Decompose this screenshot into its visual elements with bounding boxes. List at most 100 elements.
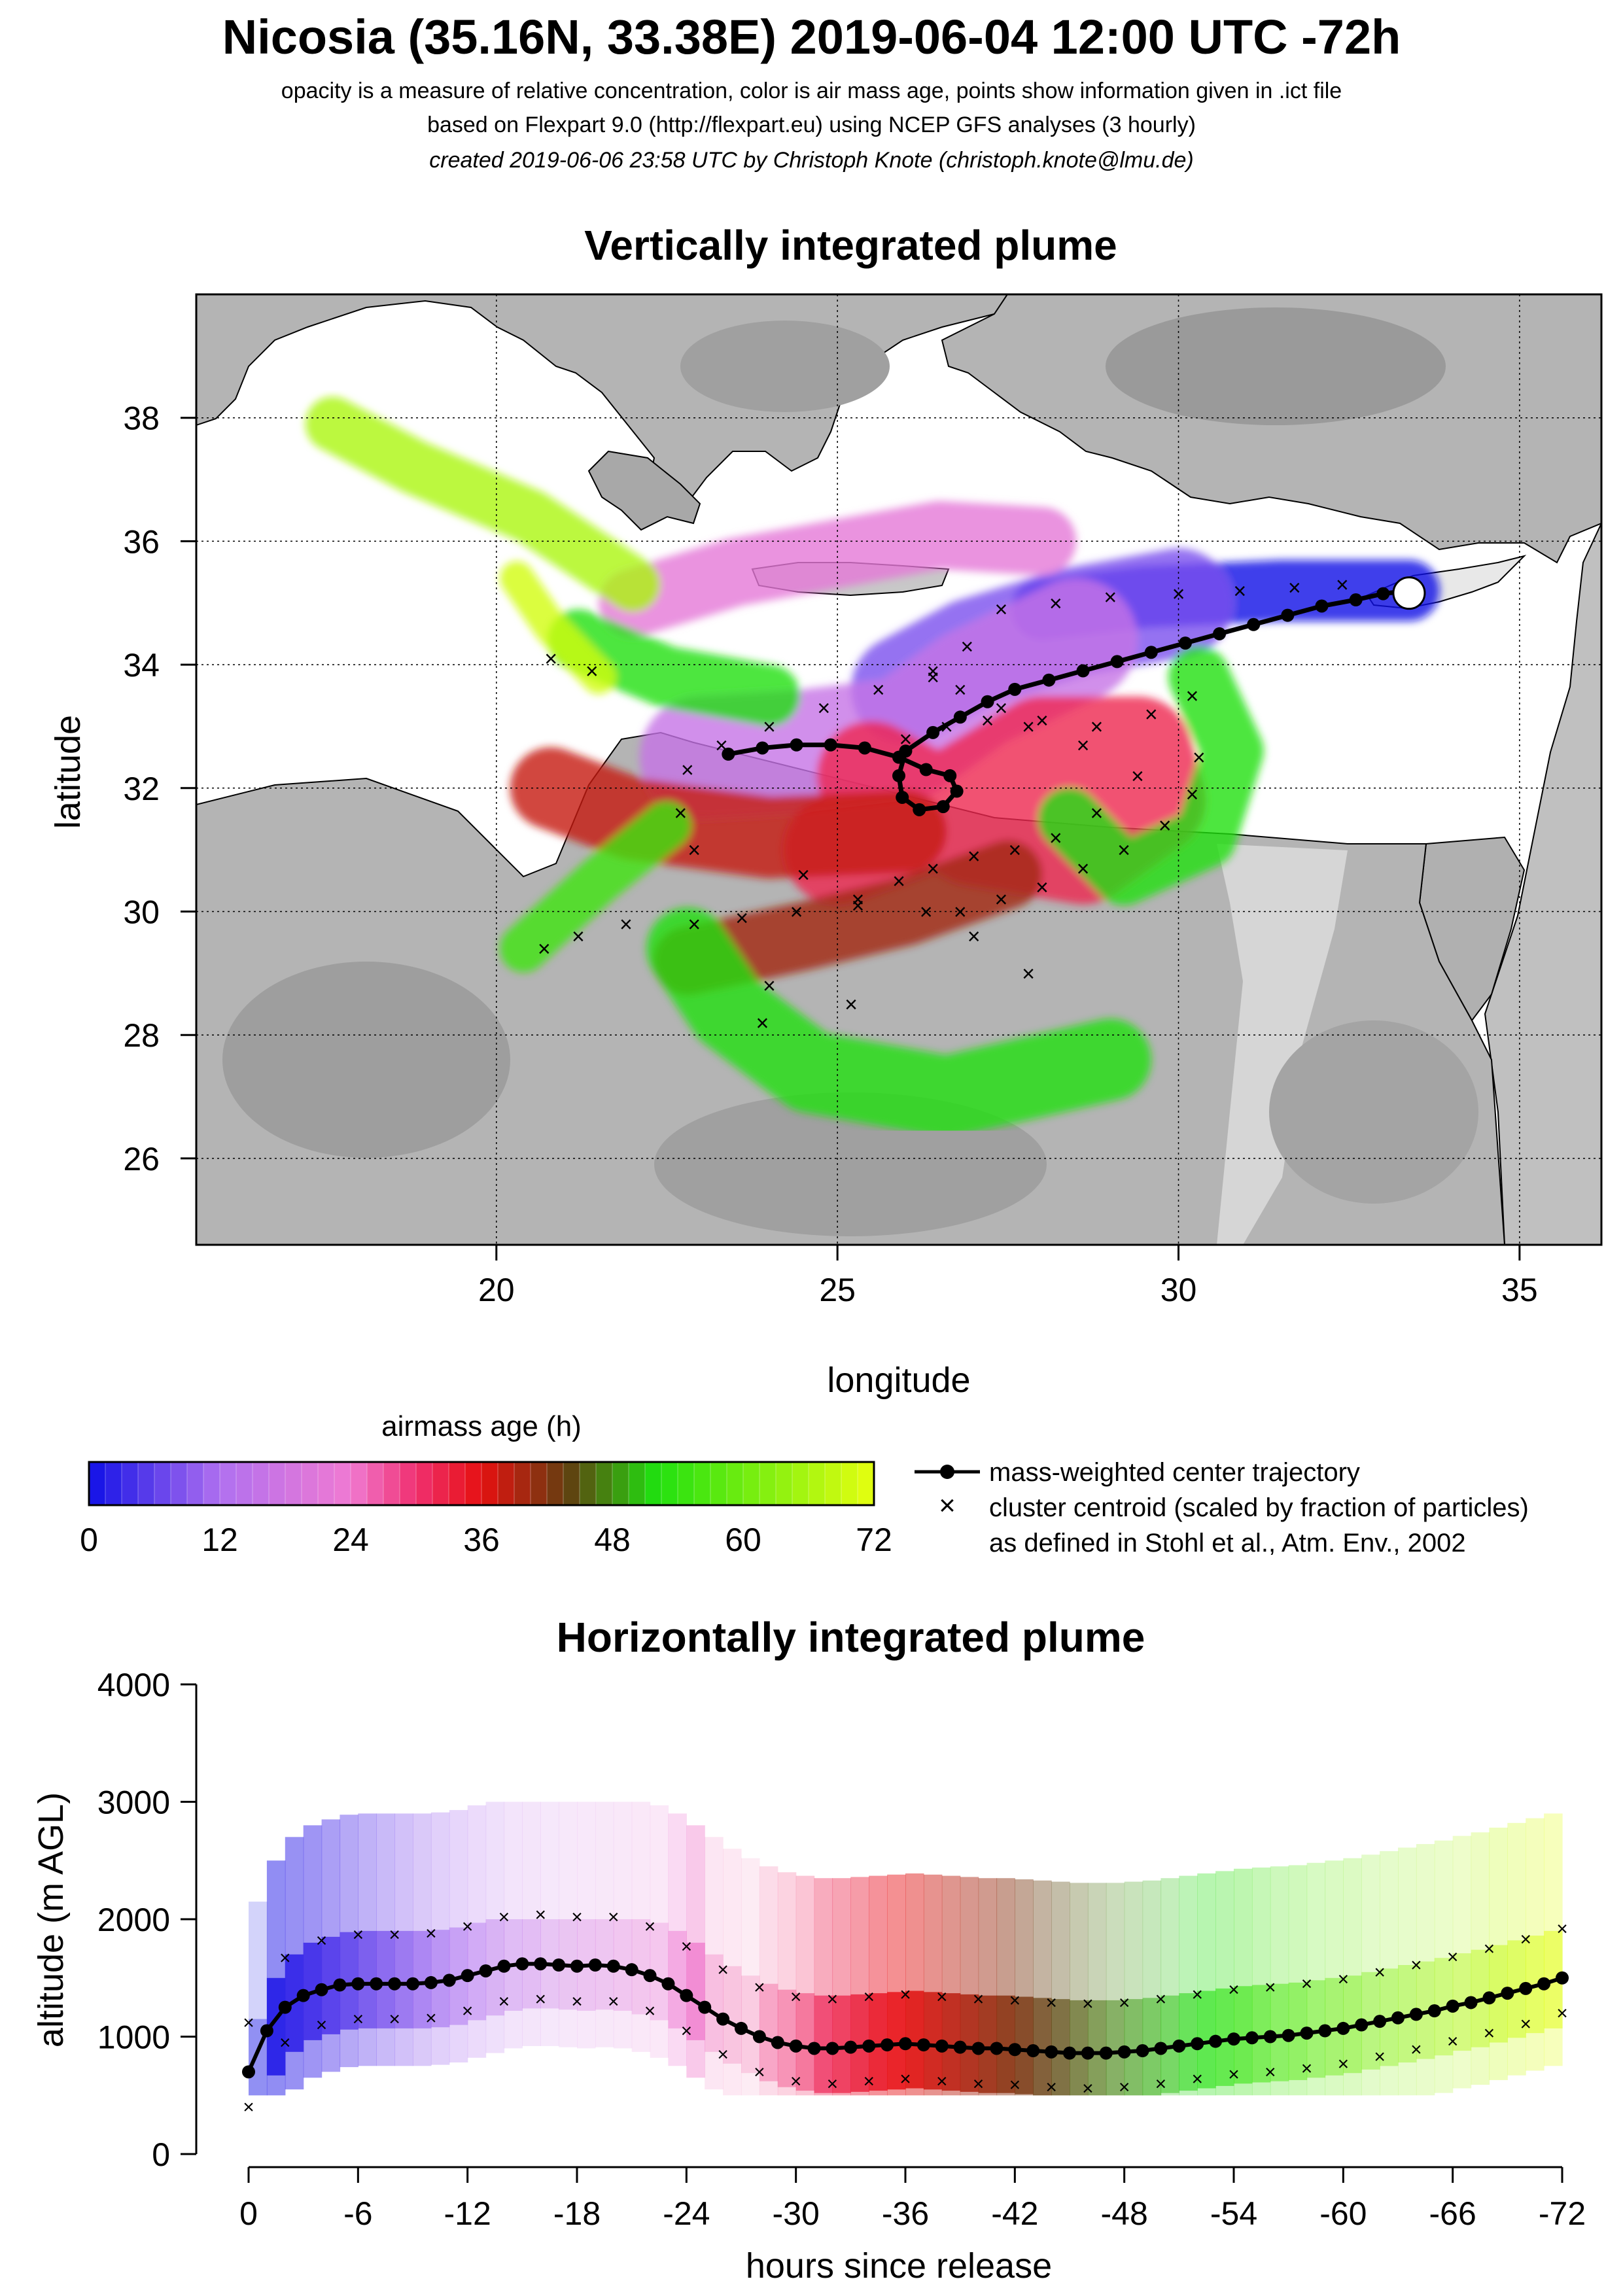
profile-centroid-marker: ×	[1556, 2003, 1568, 2025]
colorbar-segment	[351, 1462, 368, 1505]
map-trajectory-point	[722, 747, 735, 761]
plume-arm-5	[510, 747, 947, 878]
map-centroid-marker: ×	[688, 912, 701, 937]
colorbar-segment	[710, 1462, 727, 1505]
profile-centroid-marker: ×	[644, 1916, 656, 1938]
map-centroid-marker: ×	[1104, 585, 1117, 610]
profile-age-column	[1452, 1835, 1472, 2089]
profile-age-column	[577, 1801, 596, 2049]
profile-x-tick-label: -54	[1210, 2195, 1257, 2232]
profile-trajectory-point	[735, 2021, 748, 2035]
profile-centroid-marker: ×	[1410, 1955, 1422, 1976]
map-centroid-marker: ×	[981, 708, 994, 733]
profile-age-column	[613, 1801, 633, 2049]
map-centroid-marker: ×	[920, 900, 933, 925]
map-centroid-marker: ×	[954, 900, 967, 925]
profile-centroid-marker: ×	[936, 1986, 948, 2008]
map-centroid-marker: ×	[994, 888, 1007, 913]
colorbar-segment	[727, 1462, 744, 1505]
map-y-tick-label: 34	[123, 647, 160, 684]
colorbar-segment	[187, 1462, 204, 1505]
map-trajectory-point	[892, 769, 905, 782]
colorbar-segment	[302, 1462, 319, 1505]
profile-trajectory-point	[625, 1963, 638, 1977]
profile-centroid-marker: ×	[1228, 1979, 1240, 2001]
map-centroid-marker: ×	[790, 900, 803, 925]
profile-centroid-marker: ×	[1338, 1969, 1350, 1991]
colorbar-segment	[776, 1462, 793, 1505]
profile-age-column	[631, 1801, 651, 2052]
map-y-tick-label: 26	[123, 1141, 160, 1177]
map-centroid-marker: ×	[1233, 579, 1246, 604]
map-trajectory-point	[1076, 664, 1090, 678]
profile-trajectory-point	[1154, 2042, 1168, 2055]
profile-trajectory-point	[497, 1959, 511, 1973]
profile-age-column	[650, 1805, 669, 2058]
profile-centroid-marker: ×	[316, 1930, 328, 1951]
profile-centroid-marker: ×	[1301, 1974, 1313, 1995]
profile-centroid-marker: ×	[279, 1947, 291, 1969]
colorbar-segment	[596, 1462, 613, 1505]
plume-arm-8	[646, 907, 1151, 1138]
colorbar-segment	[236, 1462, 253, 1505]
profile-centroid-marker: ×	[1447, 2031, 1459, 2053]
profile-y-tick-label: 3000	[97, 1784, 170, 1821]
map-centroid-marker: ×	[544, 647, 557, 672]
map-centroid-marker: ×	[1193, 746, 1206, 771]
profile-centroid-marker: ×	[1338, 2053, 1350, 2075]
colorbar-segment	[383, 1462, 400, 1505]
colorbar-segment	[432, 1462, 449, 1505]
profile-panel: × × × × × × × × × × × × × × × × × × × × × × × × × × × × × × × × × × × × × × × ×…	[242, 1801, 1569, 2118]
map-trajectory-point	[896, 790, 909, 804]
map-frame	[195, 293, 1603, 1246]
profile-centroid-marker: ×	[1045, 2077, 1057, 2098]
profile-trajectory-point	[442, 1974, 456, 1987]
profile-trajectory-point	[1263, 2030, 1277, 2044]
profile-trajectory-point	[844, 2040, 858, 2054]
profile-centroid-marker: ×	[571, 1991, 583, 2013]
profile-age-column	[1343, 1858, 1362, 2096]
colorbar-segment	[645, 1462, 662, 1505]
profile-x-tick-label: -60	[1319, 2195, 1367, 2232]
profile-centroid-marker: ×	[1374, 1962, 1386, 1983]
map-centroid-marker: ×	[1336, 572, 1349, 597]
profile-trajectory-point	[1391, 2011, 1405, 2025]
profile-age-column	[1434, 1840, 1454, 2093]
colorbar-tick-label: 48	[594, 1522, 631, 1558]
profile-centroid-marker: ×	[754, 2061, 765, 2083]
map-centroid-marker: ×	[892, 869, 905, 894]
map-centroid-marker: ×	[954, 678, 967, 703]
map-plume	[305, 396, 1440, 1138]
legend-centroid-label: cluster centroid (scaled by fraction of …	[989, 1493, 1529, 1522]
profile-centroid-marker: ×	[973, 2073, 985, 2095]
colorbar-segment	[220, 1462, 237, 1505]
map-y-axis: 26 28 30 32 34 36 38	[123, 400, 196, 1177]
map-centroid-marker: ×	[968, 924, 981, 949]
map-trajectory-point	[943, 769, 957, 782]
profile-trajectory-point	[1409, 2008, 1423, 2021]
map-centroid-marker: ×	[1159, 813, 1172, 838]
plume-arm-10	[500, 801, 691, 973]
profile-trajectory-point	[1045, 2045, 1058, 2059]
land-desert-patch	[1106, 307, 1446, 425]
profile-centroid-marker: ×	[754, 1977, 765, 1998]
colorbar-segment	[416, 1462, 433, 1505]
map-centroid-marker: ×	[994, 696, 1007, 721]
colorbar-tick-label: 12	[201, 1522, 238, 1558]
profile-centroid-marker: ×	[1009, 2074, 1021, 2096]
profile-trajectory-point	[424, 1975, 438, 1989]
profile-trajectory-point	[1355, 2018, 1369, 2032]
profile-heatmap	[249, 1801, 1563, 2096]
profile-centroid-marker: ×	[534, 1989, 546, 2010]
colorbar-segment	[531, 1462, 548, 1505]
profile-trajectory-point	[1191, 2037, 1204, 2051]
profile-trajectory-point	[1373, 2015, 1387, 2028]
profile-centroid-marker: ×	[608, 1906, 620, 1928]
map-trajectory-point	[1008, 682, 1022, 696]
map-trajectory-point	[953, 710, 967, 724]
map-panel: ××××××××××××××××××××××××××××××××××××××××…	[196, 294, 1601, 1245]
map-trajectory-point	[756, 741, 769, 755]
colorbar-segment	[629, 1462, 646, 1505]
map-trajectory-point	[1349, 593, 1363, 607]
profile-x-tick-label: -18	[553, 2195, 601, 2232]
